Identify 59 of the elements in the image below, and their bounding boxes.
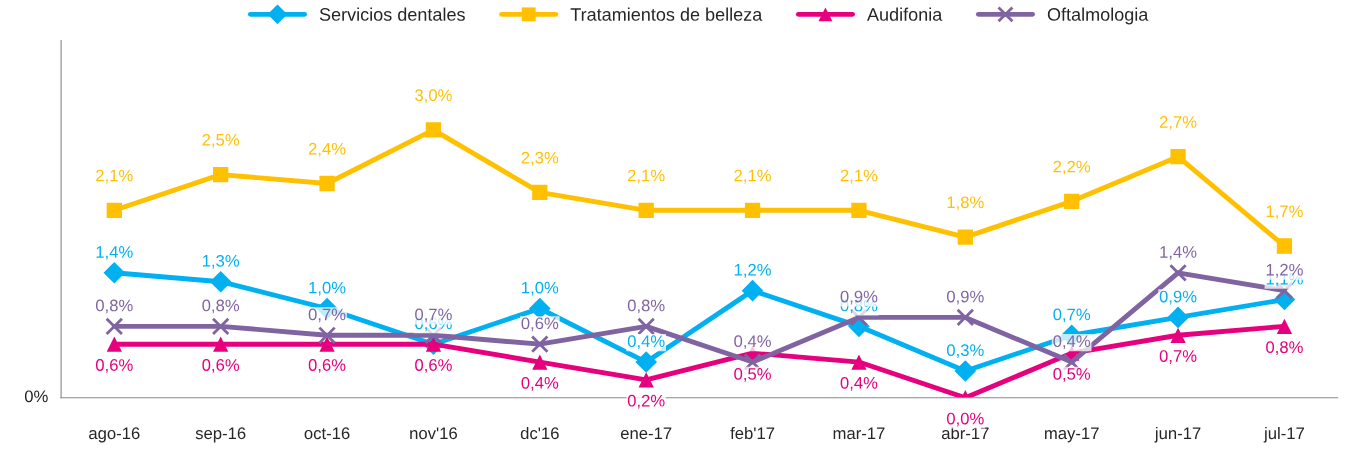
data-label: 0,6% (521, 317, 559, 332)
data-label: 0,9% (1159, 290, 1197, 305)
legend-label: Audifonia (867, 7, 943, 21)
data-label: 0,4% (840, 376, 878, 391)
data-label: 0,3% (946, 344, 984, 358)
x-tick-label: ago-16 (89, 427, 140, 443)
x-tick-label: ene-17 (620, 427, 672, 440)
data-label: 0,4% (734, 335, 771, 350)
data-label: 2,4% (308, 142, 346, 157)
data-label: 2,1% (628, 169, 665, 184)
data-label: 1,3% (202, 254, 240, 269)
x-tick-label: abr-17 (941, 426, 989, 440)
data-label: 0,8% (1266, 341, 1303, 356)
data-label: 0,7% (1159, 350, 1197, 364)
data-label: 2,1% (734, 169, 771, 184)
data-label: 1,4% (96, 246, 133, 260)
data-label: 0,0% (946, 412, 984, 427)
x-tick-label: oct-16 (304, 427, 350, 440)
data-label: 1,4% (1160, 246, 1197, 260)
data-label: 0,7% (1053, 308, 1091, 323)
data-label: 0,9% (946, 290, 984, 305)
data-label: 1,2% (734, 263, 771, 278)
x-tick-label: mar-17 (833, 427, 885, 440)
data-label: 1,0% (522, 281, 559, 296)
x-tick-label: jul-17 (1263, 426, 1304, 443)
data-label: 0,2% (627, 394, 665, 409)
data-label: 1,8% (947, 196, 984, 211)
data-label: 0,6% (308, 359, 346, 373)
data-label: 0,4% (1053, 335, 1091, 350)
x-tick-label: jun-17 (1154, 426, 1201, 443)
text: 0% (24, 390, 48, 403)
x-tick-label: feb'17 (730, 426, 775, 440)
x-tick-label: dc'16 (520, 426, 559, 440)
data-label: 0,8% (202, 299, 240, 314)
data-label: 2,3% (521, 151, 559, 166)
data-label: 0,4% (521, 376, 559, 391)
data-label: 2,1% (96, 169, 133, 184)
x-tick-label: may-17 (1045, 427, 1099, 443)
data-label: 1,7% (1266, 205, 1303, 220)
data-label: 0,6% (95, 359, 133, 373)
data-label: 0,8% (95, 299, 133, 314)
data-label: 0,8% (627, 299, 665, 314)
data-label: 3,0% (415, 89, 452, 104)
data-label: 2,1% (840, 169, 878, 184)
x-tick-label: sep-16 (195, 427, 246, 443)
legend-label: Tratamientos de belleza (570, 7, 763, 21)
legend-label: Oftalmologia (1047, 7, 1149, 25)
data-label: 0,7% (308, 308, 346, 323)
data-label: 1,0% (309, 281, 346, 296)
data-label: 0,6% (415, 359, 452, 373)
data-label: 2,5% (202, 133, 240, 148)
data-label: 0,5% (1053, 368, 1091, 382)
data-label: 0,4% (627, 335, 665, 350)
data-label: 0,6% (202, 359, 240, 373)
data-label: 0,5% (734, 368, 771, 382)
x-tick-label: nov'16 (410, 427, 457, 440)
data-label: 2,2% (1053, 160, 1091, 175)
legend-label: Servicios dentales (319, 7, 465, 21)
data-label: 2,7% (1159, 116, 1197, 130)
